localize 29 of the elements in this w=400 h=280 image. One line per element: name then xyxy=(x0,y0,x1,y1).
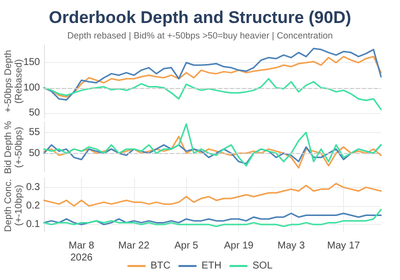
y-tick-label: 55 xyxy=(28,126,40,138)
chart-title: Orderbook Depth and Structure (90D) xyxy=(48,8,352,27)
y-tick-label: 0.3 xyxy=(26,182,40,193)
x-tick-label: Mar 8 2026 xyxy=(68,240,95,264)
line-series xyxy=(43,123,382,166)
chart-subtitle: Depth rebased | Bid% at +-50bps >50=buy heavier | Concentration xyxy=(67,30,333,40)
line-series xyxy=(43,208,382,228)
x-tick-label: May 17 xyxy=(327,240,360,252)
x-tick-label: Mar 22 xyxy=(118,240,150,252)
legend-label: SOL xyxy=(252,260,273,272)
y-axis-title: +-50bps Depth (Rebased) xyxy=(2,50,24,113)
line-series xyxy=(43,212,382,226)
line-series xyxy=(43,136,382,169)
line-series xyxy=(43,78,382,110)
line-series xyxy=(43,182,382,207)
y-axis-title: Depth Conc. (+-10bps) xyxy=(2,178,24,232)
legend-label: BTC xyxy=(150,260,170,272)
y-tick-label: 50 xyxy=(28,148,40,159)
line-series xyxy=(43,48,382,101)
y-tick-label: 0.2 xyxy=(26,200,40,212)
y-axis-title: Bid Depth % (+-50bps) xyxy=(2,120,24,174)
y-tick-label: 50 xyxy=(28,107,40,118)
x-tick-label: May 3 xyxy=(278,240,306,252)
x-tick-label: Apr 19 xyxy=(224,240,254,252)
y-tick-label: 0.1 xyxy=(26,219,40,230)
x-tick-label: Apr 5 xyxy=(174,240,199,252)
y-tick-label: 100 xyxy=(23,82,40,94)
y-tick-label: 150 xyxy=(23,57,40,68)
legend-label: ETH xyxy=(201,260,222,272)
